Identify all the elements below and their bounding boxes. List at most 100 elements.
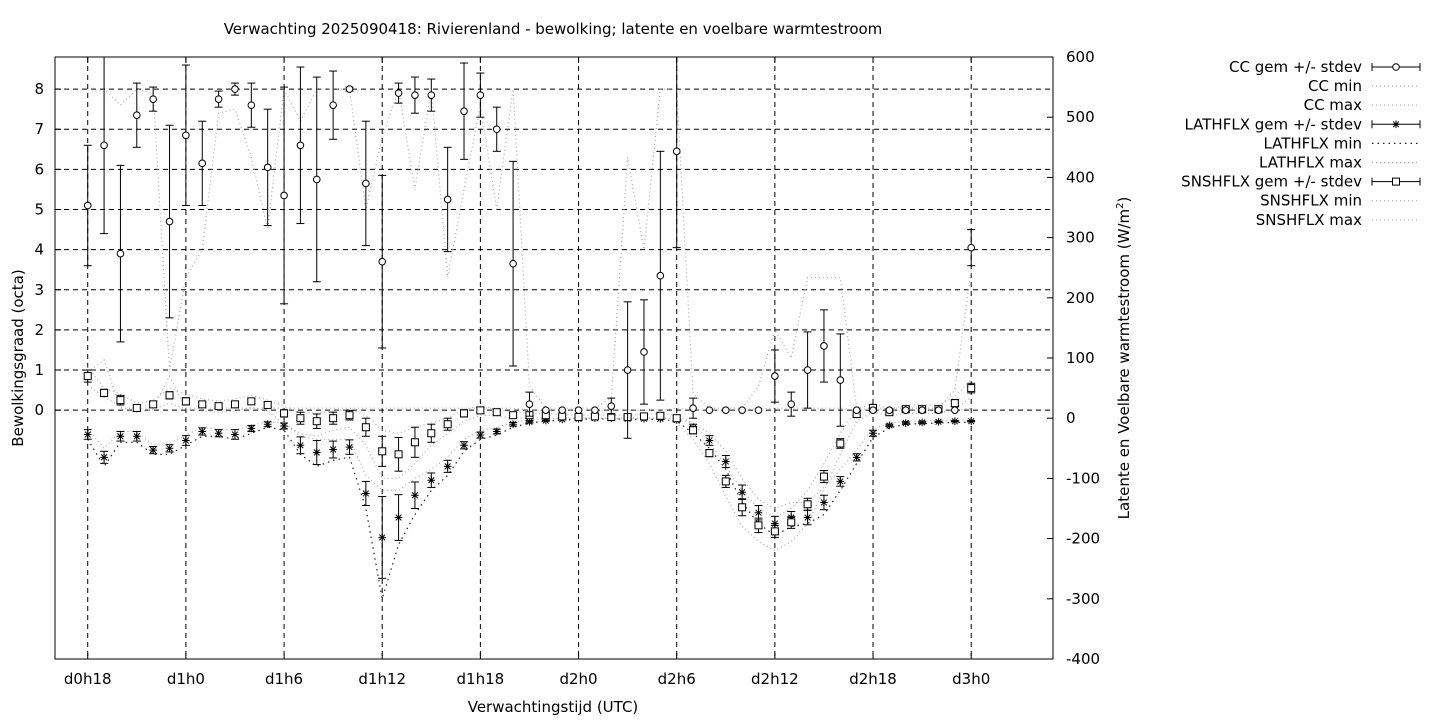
lathflx-series-point [705, 436, 714, 445]
snshflx-series-point [950, 399, 959, 408]
lathflx-series-point [967, 417, 975, 426]
y-tick-label-right: -200 [1066, 530, 1100, 548]
lathflx-series-point [869, 429, 877, 438]
snshflx-series-point [460, 409, 469, 418]
legend-label: SNSHFLX gem +/- stdev [1181, 173, 1362, 191]
lathflx-series-point [525, 418, 534, 426]
y-tick-label-right: 500 [1066, 108, 1095, 126]
y-tick-label-right: -400 [1066, 650, 1100, 668]
legend-entry: CC max [1304, 96, 1420, 114]
snshflx-series-point [361, 423, 370, 432]
snshflx-series-point [639, 412, 648, 421]
y-tick-label-left: 7 [34, 120, 44, 138]
lathflx-series-point [901, 419, 910, 427]
cc-series-point [378, 257, 387, 266]
lathflx-series-point [460, 441, 468, 450]
legend-entry: LATHFLX min [1263, 134, 1420, 152]
cc-series-point [656, 271, 665, 280]
lathflx-series-point [951, 417, 959, 426]
snshflx-series-point [100, 388, 109, 397]
cc-series-point [525, 400, 534, 408]
cc-series-point [460, 107, 468, 115]
snshflx-series-point [132, 403, 141, 412]
cc-series-point [182, 131, 190, 140]
cc-series-point [411, 91, 419, 99]
snshflx-series-point [165, 391, 174, 400]
snshflx-series-point [214, 402, 223, 411]
lathflx-series-point [182, 436, 190, 445]
legend-label: SNSHFLX max [1256, 211, 1362, 229]
snshflx-series-point [247, 397, 256, 406]
legend-label: CC gem +/- stdev [1229, 58, 1362, 76]
lathflx-series-point [820, 498, 828, 507]
snshflx-series-point [836, 439, 845, 448]
y-tick-label-right: 200 [1066, 289, 1095, 307]
y-axis-left-label: Bewolkingsgraad (octa) [9, 269, 27, 446]
cc-series-point [198, 159, 207, 168]
lathflx-series-point [198, 427, 207, 436]
x-tick-label: d1h6 [265, 670, 303, 688]
snshflx-series [83, 369, 976, 538]
cc-series-point [787, 400, 796, 408]
lathflx-series-point [771, 519, 779, 528]
snshflx-series-point [803, 500, 812, 509]
snshflx-series-point [967, 384, 976, 393]
lathflx-series-point [509, 420, 517, 429]
cc-series-point [312, 175, 321, 184]
snshflx-series-point [443, 420, 452, 429]
cc-series-point [836, 376, 845, 384]
lathflx-series-point [852, 453, 861, 462]
legend-entry: LATHFLX max [1259, 154, 1420, 172]
snshflx-series-point [280, 409, 289, 418]
cc-series-point [820, 342, 828, 350]
lathflx-series-point [165, 444, 174, 453]
legend-swatch-marker [1392, 63, 1400, 71]
y-tick-label-left: 2 [34, 321, 44, 339]
snshflx-series-point [787, 518, 796, 527]
legend-label: SNSHFLX min [1260, 192, 1362, 210]
snshflx-series-point [198, 400, 207, 409]
snshflx-series-point [754, 521, 763, 530]
cc-series-point [640, 348, 648, 356]
lathflx-series-point [492, 427, 501, 436]
legend-label: LATHFLX min [1263, 134, 1362, 152]
cc-series-point [607, 402, 616, 410]
lathflx-series-point [885, 421, 894, 430]
snshflx-series-point [230, 400, 239, 409]
cc-series-point [427, 91, 436, 99]
cc-series-point [296, 141, 305, 150]
snshflx-series-point [296, 414, 305, 423]
legend-entry: LATHFLX gem +/- stdev [1184, 115, 1421, 133]
lathflx-series-point [247, 424, 256, 433]
y-tick-label-left: 4 [34, 241, 44, 259]
snshflx-series-point [329, 414, 338, 423]
lathflx-series-point [231, 430, 239, 439]
snshflx-series-point [689, 426, 698, 435]
cc-series-point [721, 406, 730, 414]
snshflx-max-line [87, 366, 972, 519]
snshflx-series-point [181, 397, 190, 406]
lathflx-series-point [803, 513, 812, 522]
cc-series-point [934, 406, 943, 414]
snshflx-series-point [492, 408, 501, 417]
cc-series-point [885, 406, 894, 414]
chart-title: Verwachting 2025090418: Rivierenland - b… [224, 20, 883, 38]
legend-entry: CC min [1308, 77, 1420, 95]
x-tick-label: d0h18 [64, 670, 112, 688]
lathflx-series-point [394, 513, 403, 522]
lathflx-series-point [83, 430, 92, 439]
cc-series-point [100, 141, 108, 150]
lathflx-series-point [738, 488, 746, 497]
y-tick-label-left: 3 [34, 281, 44, 299]
y-tick-label-right: 600 [1066, 48, 1095, 66]
axes: d0h18 d1h0 d1h6 d1h12 d1h18 d2h0 d2h6 d2h12 d2h1… [34, 48, 1100, 688]
x-tick-label: d2h0 [559, 670, 597, 688]
cc-series-point [738, 406, 746, 414]
x-tick-label: d3h0 [952, 670, 990, 688]
y-tick-label-left: 0 [34, 401, 44, 419]
lathflx-series-point [721, 457, 730, 466]
cc-series-point [362, 179, 370, 188]
cc-series-point [803, 366, 812, 374]
cc-series-point [869, 406, 877, 414]
legend-label: CC max [1304, 96, 1363, 114]
